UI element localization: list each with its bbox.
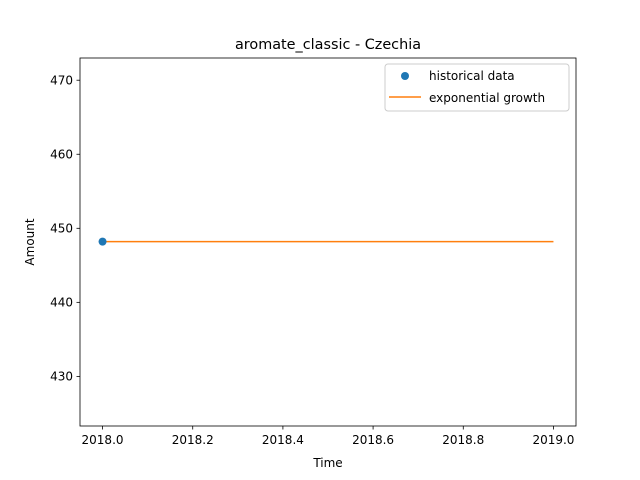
legend-box bbox=[384, 63, 570, 112]
legend-label-growth: exponential growth bbox=[429, 91, 545, 105]
y-tick-label: 440 bbox=[50, 296, 73, 310]
x-tick-label: 2018.4 bbox=[262, 433, 304, 447]
y-tick-label: 470 bbox=[50, 74, 73, 88]
plot-frame bbox=[79, 57, 577, 427]
y-tick-label: 450 bbox=[50, 222, 73, 236]
legend-marker-historical bbox=[401, 72, 409, 80]
plot-marks bbox=[98, 237, 554, 246]
legend: historical data exponential growth bbox=[384, 63, 570, 112]
y-tick-label: 430 bbox=[50, 370, 73, 384]
chart-title: aromate_classic - Czechia bbox=[235, 37, 421, 53]
x-axis-ticks: 2018.0 2018.2 2018.4 2018.6 2018.8 2019.0 bbox=[82, 426, 574, 447]
y-axis-ticks: 430 440 450 460 470 bbox=[50, 74, 80, 384]
x-tick-label: 2018.8 bbox=[442, 433, 484, 447]
x-axis-label: Time bbox=[312, 456, 342, 470]
y-axis-label: Amount bbox=[23, 218, 37, 265]
x-tick-label: 2018.2 bbox=[172, 433, 214, 447]
x-tick-label: 2018.6 bbox=[352, 433, 394, 447]
x-tick-label: 2018.0 bbox=[82, 433, 124, 447]
x-tick-label: 2019.0 bbox=[532, 433, 574, 447]
y-tick-label: 460 bbox=[50, 148, 73, 162]
historical-data-point bbox=[98, 237, 107, 246]
legend-label-historical: historical data bbox=[429, 69, 515, 83]
